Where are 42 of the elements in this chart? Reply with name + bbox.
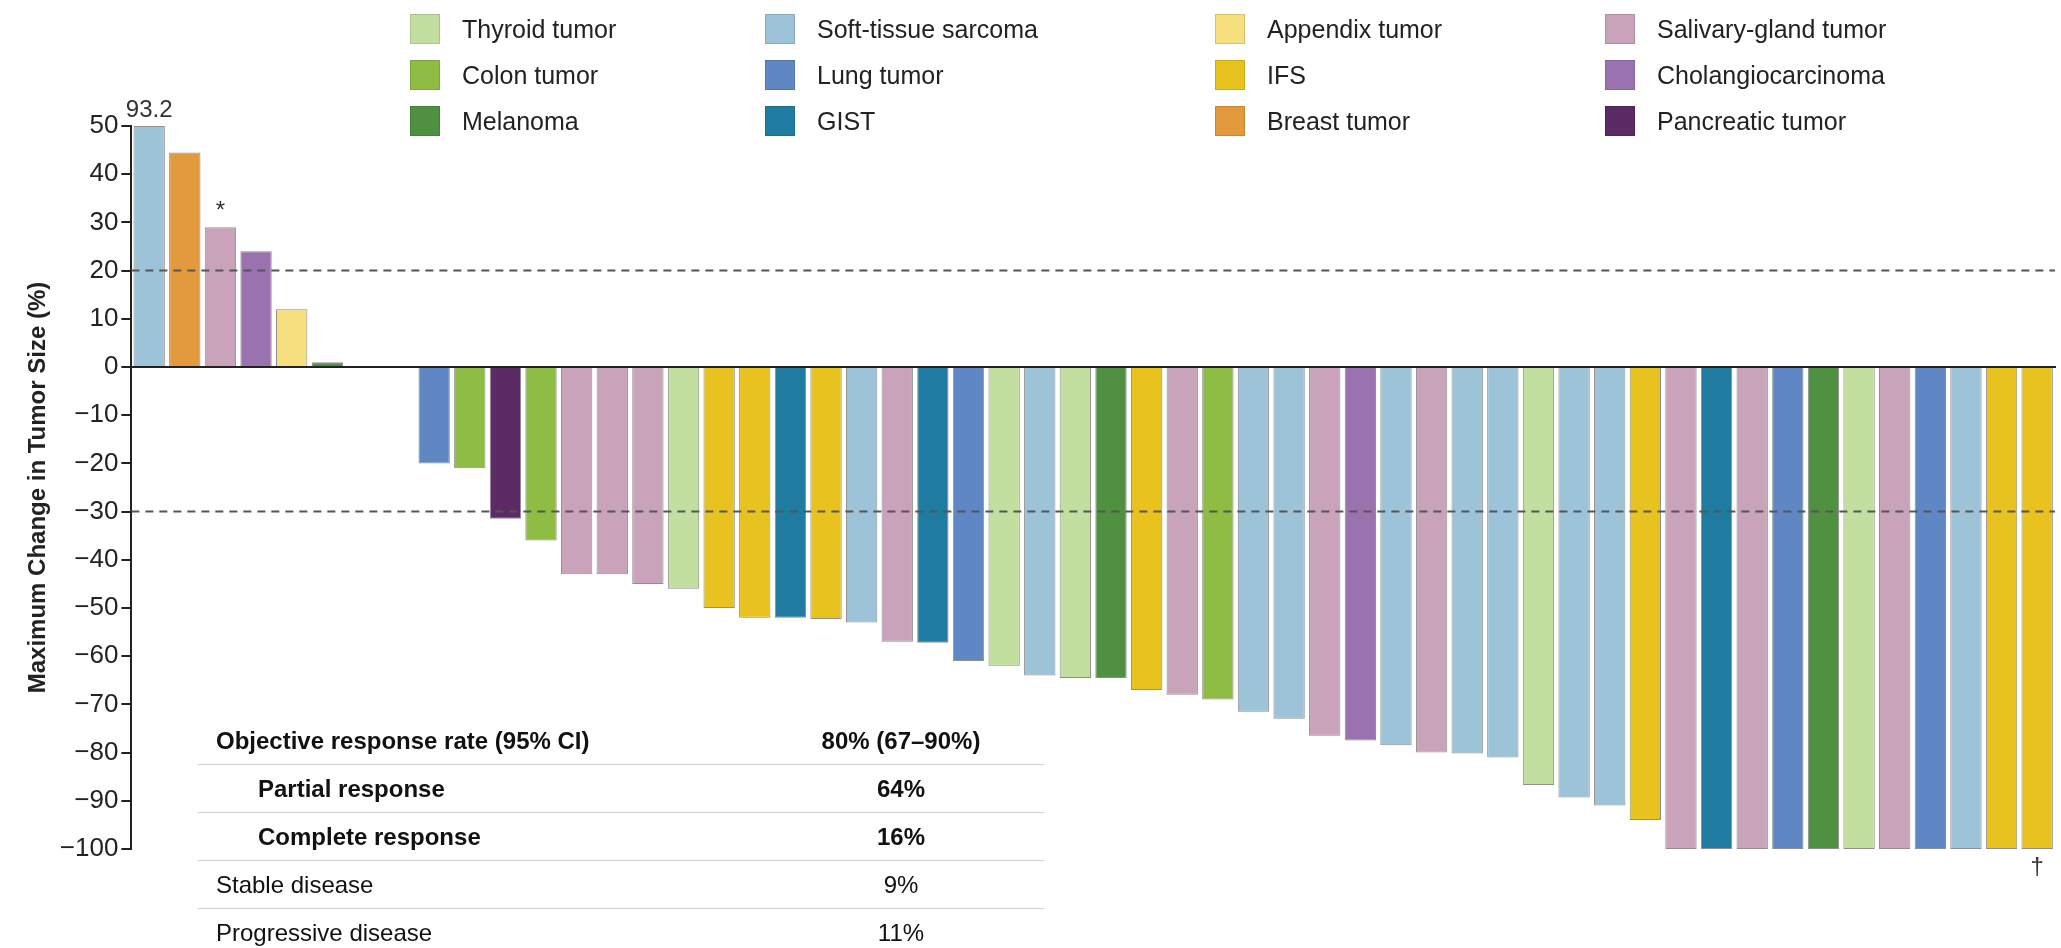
legend-label: IFS — [1267, 60, 1306, 90]
legend-label: Melanoma — [462, 106, 579, 136]
annotation: 80% (67–90%) — [820, 726, 982, 755]
y-tick-label: 0 — [103, 350, 119, 381]
legend-label: Thyroid tumor — [462, 14, 617, 44]
annotation: Complete response — [257, 822, 482, 851]
y-tick-label: −50 — [74, 591, 119, 622]
text: Progressive disease — [215, 918, 434, 947]
annotation: Objective response rate (95% CI) — [215, 726, 591, 755]
legend-label: Salivary-gland tumor — [1657, 14, 1887, 44]
y-tick-label: −80 — [74, 735, 119, 766]
legend-label: GIST — [817, 106, 876, 136]
legend-label: Colon tumor — [462, 60, 599, 90]
text: 11% — [876, 918, 926, 947]
annotation: 16% — [875, 822, 926, 851]
y-tick-label: −90 — [74, 783, 119, 814]
annotation: 93.2 — [125, 94, 173, 122]
y-tick-label: −20 — [74, 446, 119, 477]
y-tick-label: −10 — [74, 398, 119, 429]
data-label: * — [215, 195, 226, 223]
y-tick-label: −40 — [74, 542, 119, 573]
y-tick-label: 20 — [89, 253, 119, 284]
data-label: † — [2030, 851, 2044, 879]
text: 9% — [882, 870, 920, 899]
y-tick-label: 10 — [89, 301, 119, 332]
annotation: Partial response — [257, 774, 446, 803]
y-tick-label: −100 — [59, 832, 119, 863]
legend-label: Lung tumor — [817, 60, 944, 90]
y-tick-label: 40 — [89, 157, 119, 188]
y-tick-label: −70 — [74, 687, 119, 718]
legend-label: Soft-tissue sarcoma — [817, 14, 1038, 44]
y-tick-label: 50 — [89, 109, 119, 140]
legend-label: Cholangiocarcinoma — [1657, 60, 1885, 90]
y-axis-title: Maximum Change in Tumor Size (%) — [23, 281, 51, 694]
text: Stable disease — [215, 870, 375, 899]
y-tick-label: −30 — [74, 494, 119, 525]
legend-label: Appendix tumor — [1267, 14, 1443, 44]
legend-label: Pancreatic tumor — [1657, 106, 1846, 136]
y-tick-label: 30 — [89, 205, 119, 236]
legend-label: Breast tumor — [1267, 106, 1411, 136]
annotation: 64% — [875, 774, 926, 803]
y-tick-label: −60 — [74, 639, 119, 670]
